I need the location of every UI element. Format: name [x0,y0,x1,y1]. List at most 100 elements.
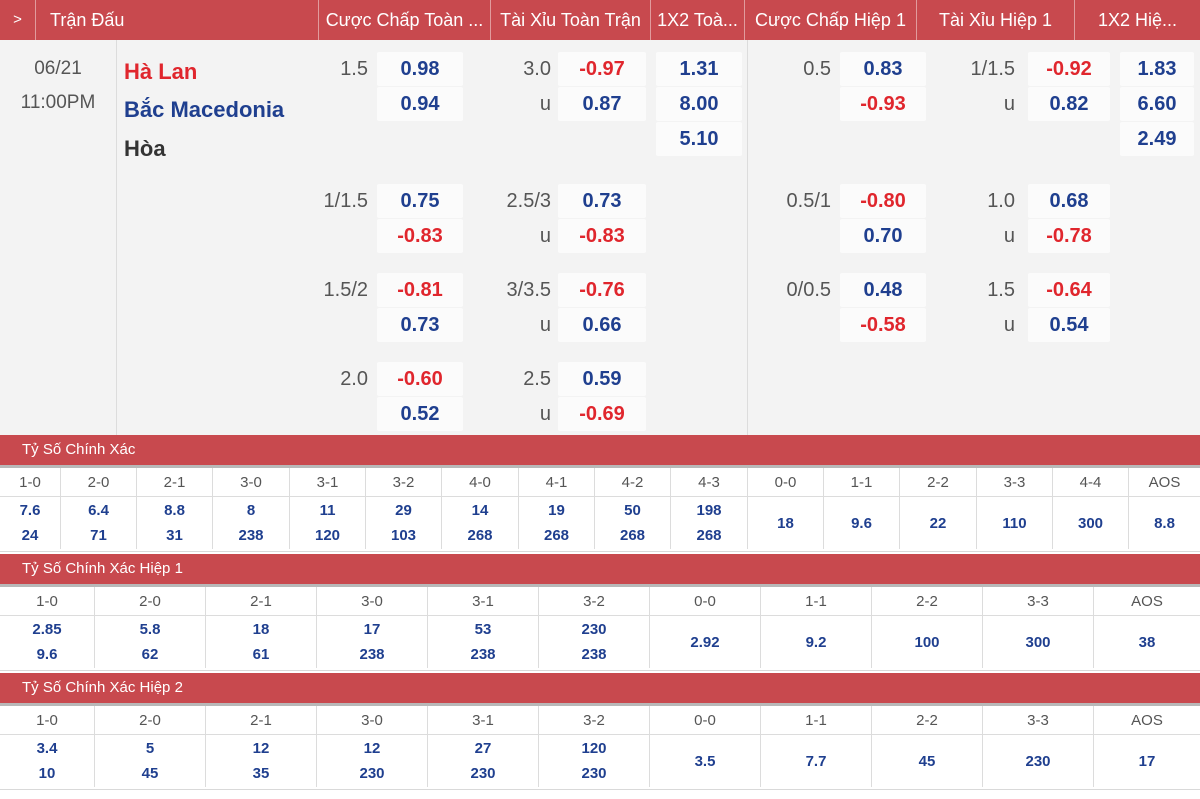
score-odds-cell[interactable]: 12 35 [206,735,317,787]
correct-score-h1-header[interactable]: Tỷ Số Chính Xác Hiệp 1 [0,554,1200,587]
score-odds-cell[interactable]: 29 103 [366,497,442,549]
draw-score-odds[interactable]: 100 [914,633,940,651]
full-over-odds[interactable]: 0.59 [558,362,646,396]
away-score-odds[interactable]: 230 [470,765,496,782]
score-odds-cell[interactable]: 18 61 [206,616,317,668]
away-score-odds[interactable]: 35 [252,765,270,782]
home-score-odds[interactable]: 5.8 [139,621,161,638]
score-odds-cell[interactable]: 19 268 [519,497,595,549]
full-under-odds[interactable]: 0.87 [558,87,646,121]
draw-score-odds[interactable]: 18 [777,514,794,532]
score-odds-cell[interactable]: 100 [872,616,983,668]
draw-score-odds[interactable]: 45 [918,752,936,770]
h1-handicap-away-odds[interactable]: 0.70 [840,219,926,253]
score-odds-cell[interactable]: 2.85 9.6 [0,616,95,668]
full-handicap-away-odds[interactable]: 0.73 [377,308,463,342]
score-odds-cell[interactable]: 300 [983,616,1094,668]
away-score-odds[interactable]: 103 [390,527,417,544]
draw-score-odds[interactable]: 300 [1025,633,1051,651]
away-score-odds[interactable]: 61 [252,646,270,663]
full-handicap-away-odds[interactable]: 0.52 [377,397,463,431]
draw-score-odds[interactable]: 2.92 [690,633,720,651]
home-score-odds[interactable]: 198 [696,502,722,519]
score-odds-cell[interactable]: 2.92 [650,616,761,668]
score-odds-cell[interactable]: 53 238 [428,616,539,668]
home-score-odds[interactable]: 53 [474,621,492,638]
away-score-odds[interactable]: 230 [359,765,385,782]
full-handicap-home-odds[interactable]: -0.81 [377,273,463,307]
away-score-odds[interactable]: 268 [543,527,570,544]
score-odds-cell[interactable]: 22 [900,497,977,549]
header-full-overunder[interactable]: Tài Xỉu Toàn Trận [490,0,650,40]
correct-score-h2-header[interactable]: Tỷ Số Chính Xác Hiệp 2 [0,673,1200,706]
score-odds-cell[interactable]: 110 [977,497,1053,549]
header-h1-overunder[interactable]: Tài Xỉu Hiệp 1 [916,0,1074,40]
score-odds-cell[interactable]: 18 [748,497,824,549]
score-odds-cell[interactable]: 5 45 [95,735,206,787]
h1-1x2-home[interactable]: 1.83 [1120,52,1194,86]
full-handicap-away-odds[interactable]: -0.83 [377,219,463,253]
away-score-odds[interactable]: 268 [619,527,646,544]
away-score-odds[interactable]: 268 [467,527,493,544]
score-odds-cell[interactable]: 38 [1094,616,1200,668]
h1-over-odds[interactable]: -0.64 [1028,273,1110,307]
home-score-odds[interactable]: 19 [548,502,565,519]
header-h1-1x2[interactable]: 1X2 Hiệ... [1074,0,1200,40]
score-odds-cell[interactable]: 11 120 [290,497,366,549]
score-odds-cell[interactable]: 27 230 [428,735,539,787]
draw-score-odds[interactable]: 9.6 [851,514,872,532]
score-odds-cell[interactable]: 7.7 [761,735,872,787]
score-odds-cell[interactable]: 45 [872,735,983,787]
score-odds-cell[interactable]: 120 230 [539,735,650,787]
full-1x2-draw[interactable]: 5.10 [656,122,742,156]
home-score-odds[interactable]: 3.4 [36,740,58,757]
away-score-odds[interactable]: 238 [238,527,264,544]
away-score-odds[interactable]: 120 [314,527,341,544]
h1-handicap-away-odds[interactable]: -0.58 [840,308,926,342]
score-odds-cell[interactable]: 230 238 [539,616,650,668]
h1-under-odds[interactable]: -0.78 [1028,219,1110,253]
score-odds-cell[interactable]: 3.5 [650,735,761,787]
draw-score-odds[interactable]: 3.5 [694,752,716,770]
h1-handicap-home-odds[interactable]: 0.48 [840,273,926,307]
h1-under-odds[interactable]: 0.54 [1028,308,1110,342]
full-handicap-home-odds[interactable]: 0.98 [377,52,463,86]
draw-score-odds[interactable]: 230 [1025,752,1051,770]
home-score-odds[interactable]: 120 [581,740,607,757]
header-full-1x2[interactable]: 1X2 Toà... [650,0,744,40]
h1-1x2-draw[interactable]: 2.49 [1120,122,1194,156]
home-score-odds[interactable]: 8.8 [164,502,185,519]
home-score-odds[interactable]: 12 [252,740,270,757]
away-score-odds[interactable]: 10 [38,765,56,782]
header-h1-handicap[interactable]: Cược Chấp Hiệp 1 [744,0,916,40]
score-odds-cell[interactable]: 17 [1094,735,1200,787]
away-score-odds[interactable]: 9.6 [36,646,58,663]
aos-odds[interactable]: 17 [1138,752,1156,770]
away-score-odds[interactable]: 238 [470,646,496,663]
score-odds-cell[interactable]: 6.4 71 [61,497,137,549]
home-score-odds[interactable]: 230 [581,621,607,638]
full-over-odds[interactable]: -0.76 [558,273,646,307]
home-score-odds[interactable]: 6.4 [88,502,109,519]
home-score-odds[interactable]: 12 [363,740,381,757]
h1-under-odds[interactable]: 0.82 [1028,87,1110,121]
full-1x2-away[interactable]: 8.00 [656,87,742,121]
correct-score-header[interactable]: Tỷ Số Chính Xác [0,435,1200,468]
full-under-odds[interactable]: -0.69 [558,397,646,431]
away-team[interactable]: Bắc Macedonia [124,97,285,122]
away-score-odds[interactable]: 238 [581,646,607,663]
full-under-odds[interactable]: -0.83 [558,219,646,253]
home-score-odds[interactable]: 11 [319,502,336,519]
away-score-odds[interactable]: 45 [141,765,159,782]
header-full-handicap[interactable]: Cược Chấp Toàn ... [318,0,490,40]
score-odds-cell[interactable]: 50 268 [595,497,671,549]
home-score-odds[interactable]: 8 [246,502,256,519]
away-score-odds[interactable]: 31 [166,527,183,544]
full-over-odds[interactable]: -0.97 [558,52,646,86]
away-score-odds[interactable]: 230 [581,765,607,782]
h1-handicap-home-odds[interactable]: -0.80 [840,184,926,218]
aos-odds[interactable]: 38 [1138,633,1156,651]
draw-score-odds[interactable]: 110 [1002,514,1027,532]
full-handicap-home-odds[interactable]: -0.60 [377,362,463,396]
draw-score-odds[interactable]: 7.7 [805,752,827,770]
